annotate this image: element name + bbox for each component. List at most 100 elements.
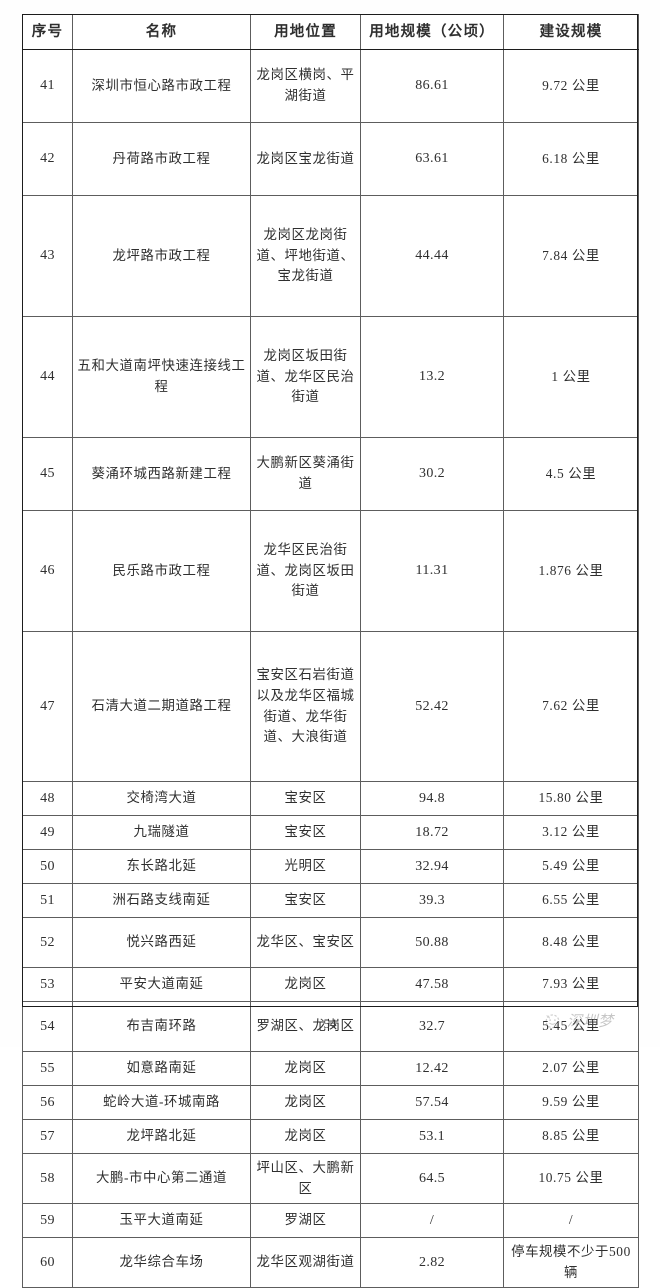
watermark: 深圳梦 — [543, 1010, 614, 1031]
cell-sequence: 52 — [22, 917, 73, 968]
table-row: 52 悦兴路西延 龙华区、宝安区 50.88 8.48 公里 — [22, 917, 639, 968]
cell-sequence: 55 — [22, 1051, 73, 1086]
cell-land-scale: 11.31 — [360, 510, 504, 632]
cell-build-scale: 6.18 公里 — [503, 122, 639, 196]
cell-land-scale: 50.88 — [360, 917, 504, 968]
cell-build-scale: 1.876 公里 — [503, 510, 639, 632]
cell-land-scale: 47.58 — [360, 967, 504, 1002]
column-header-build-scale: 建设规模 — [503, 14, 639, 50]
cell-location: 龙岗区横岗、平湖街道 — [250, 49, 361, 123]
cell-build-scale: 停车规模不少于500辆 — [503, 1237, 639, 1288]
cell-sequence: 47 — [22, 631, 73, 782]
cell-project-name: 龙坪路北延 — [72, 1119, 251, 1154]
cell-build-scale: 15.80 公里 — [503, 781, 639, 816]
cell-project-name: 平安大道南延 — [72, 967, 251, 1002]
cell-land-scale: 57.54 — [360, 1085, 504, 1120]
cell-build-scale: 7.62 公里 — [503, 631, 639, 782]
cell-location: 龙华区、宝安区 — [250, 917, 361, 968]
cell-land-scale: 64.5 — [360, 1153, 504, 1204]
table-row: 57 龙坪路北延 龙岗区 53.1 8.85 公里 — [22, 1119, 639, 1154]
cell-location: 宝安区 — [250, 781, 361, 816]
cell-land-scale: 30.2 — [360, 437, 504, 511]
cell-sequence: 46 — [22, 510, 73, 632]
circle-face-logo-icon — [543, 1011, 562, 1030]
cell-land-scale: 18.72 — [360, 815, 504, 850]
cell-project-name: 石清大道二期道路工程 — [72, 631, 251, 782]
cell-sequence: 44 — [22, 316, 73, 438]
cell-location: 龙岗区宝龙街道 — [250, 122, 361, 196]
cell-land-scale: 86.61 — [360, 49, 504, 123]
cell-land-scale: 32.7 — [360, 1001, 504, 1052]
table-row: 44 五和大道南坪快速连接线工程 龙岗区坂田街道、龙华区民治街道 13.2 1 公里 — [22, 316, 639, 438]
table-header-row: 序号 名称 用地位置 用地规模（公顷） 建设规模 — [22, 14, 639, 50]
table-row: 55 如意路南延 龙岗区 12.42 2.07 公里 — [22, 1051, 639, 1086]
cell-location: 罗湖区 — [250, 1203, 361, 1238]
table-row: 51 洲石路支线南延 宝安区 39.3 6.55 公里 — [22, 883, 639, 918]
cell-sequence: 54 — [22, 1001, 73, 1052]
column-header-land-scale: 用地规模（公顷） — [360, 14, 504, 50]
column-header-location: 用地位置 — [250, 14, 361, 50]
table-row: 46 民乐路市政工程 龙华区民治街道、龙岗区坂田街道 11.31 1.876 公里 — [22, 510, 639, 632]
column-header-seq: 序号 — [22, 14, 73, 50]
cell-location: 龙岗区 — [250, 1051, 361, 1086]
cell-sequence: 42 — [22, 122, 73, 196]
cell-build-scale: 4.5 公里 — [503, 437, 639, 511]
table-row: 58 大鹏-市中心第二通道 坪山区、大鹏新区 64.5 10.75 公里 — [22, 1153, 639, 1204]
cell-project-name: 交椅湾大道 — [72, 781, 251, 816]
cell-land-scale: 32.94 — [360, 849, 504, 884]
cell-location: 龙岗区 — [250, 1119, 361, 1154]
table-row: 41 深圳市恒心路市政工程 龙岗区横岗、平湖街道 86.61 9.72 公里 — [22, 49, 639, 123]
cell-project-name: 龙华综合车场 — [72, 1237, 251, 1288]
cell-location: 龙岗区龙岗街道、坪地街道、宝龙街道 — [250, 195, 361, 317]
cell-sequence: 41 — [22, 49, 73, 123]
cell-project-name: 如意路南延 — [72, 1051, 251, 1086]
cell-build-scale: 9.59 公里 — [503, 1085, 639, 1120]
cell-land-scale: 52.42 — [360, 631, 504, 782]
page-number: 54 — [323, 1016, 337, 1031]
table-row: 48 交椅湾大道 宝安区 94.8 15.80 公里 — [22, 781, 639, 816]
cell-project-name: 东长路北延 — [72, 849, 251, 884]
document-page: 序号 名称 用地位置 用地规模（公顷） 建设规模 41 深圳市恒心路市政工程 龙岗区… — [22, 14, 639, 1288]
cell-build-scale: 7.93 公里 — [503, 967, 639, 1002]
table-row: 45 葵涌环城西路新建工程 大鹏新区葵涌街道 30.2 4.5 公里 — [22, 437, 639, 511]
column-header-name: 名称 — [72, 14, 251, 50]
cell-sequence: 45 — [22, 437, 73, 511]
table-row: 43 龙坪路市政工程 龙岗区龙岗街道、坪地街道、宝龙街道 44.44 7.84 公里 — [22, 195, 639, 317]
cell-project-name: 深圳市恒心路市政工程 — [72, 49, 251, 123]
cell-build-scale: 3.12 公里 — [503, 815, 639, 850]
cell-location: 大鹏新区葵涌街道 — [250, 437, 361, 511]
cell-project-name: 葵涌环城西路新建工程 — [72, 437, 251, 511]
table-row: 56 蛇岭大道-环城南路 龙岗区 57.54 9.59 公里 — [22, 1085, 639, 1120]
cell-location: 宝安区石岩街道以及龙华区福城街道、龙华街道、大浪街道 — [250, 631, 361, 782]
cell-land-scale: 63.61 — [360, 122, 504, 196]
table-row: 42 丹荷路市政工程 龙岗区宝龙街道 63.61 6.18 公里 — [22, 122, 639, 196]
cell-project-name: 五和大道南坪快速连接线工程 — [72, 316, 251, 438]
cell-sequence: 57 — [22, 1119, 73, 1154]
cell-build-scale: 8.48 公里 — [503, 917, 639, 968]
table-row: 59 玉平大道南延 罗湖区 / / — [22, 1203, 639, 1238]
cell-sequence: 51 — [22, 883, 73, 918]
table-row: 49 九瑞隧道 宝安区 18.72 3.12 公里 — [22, 815, 639, 850]
table-body: 41 深圳市恒心路市政工程 龙岗区横岗、平湖街道 86.61 9.72 公里 42 丹荷路市… — [22, 49, 639, 1288]
cell-project-name: 玉平大道南延 — [72, 1203, 251, 1238]
cell-sequence: 56 — [22, 1085, 73, 1120]
cell-location: 龙华区民治街道、龙岗区坂田街道 — [250, 510, 361, 632]
cell-land-scale: 53.1 — [360, 1119, 504, 1154]
cell-location: 光明区 — [250, 849, 361, 884]
cell-sequence: 50 — [22, 849, 73, 884]
cell-location: 宝安区 — [250, 815, 361, 850]
cell-land-scale: 94.8 — [360, 781, 504, 816]
cell-location: 龙岗区 — [250, 1085, 361, 1120]
cell-land-scale: 13.2 — [360, 316, 504, 438]
cell-build-scale: 1 公里 — [503, 316, 639, 438]
cell-project-name: 大鹏-市中心第二通道 — [72, 1153, 251, 1204]
cell-project-name: 悦兴路西延 — [72, 917, 251, 968]
cell-build-scale: 9.72 公里 — [503, 49, 639, 123]
cell-project-name: 洲石路支线南延 — [72, 883, 251, 918]
cell-land-scale: 12.42 — [360, 1051, 504, 1086]
cell-build-scale: 10.75 公里 — [503, 1153, 639, 1204]
table-row: 53 平安大道南延 龙岗区 47.58 7.93 公里 — [22, 967, 639, 1002]
cell-sequence: 43 — [22, 195, 73, 317]
cell-build-scale: 5.45 公里 — [503, 1001, 639, 1052]
cell-build-scale: 8.85 公里 — [503, 1119, 639, 1154]
